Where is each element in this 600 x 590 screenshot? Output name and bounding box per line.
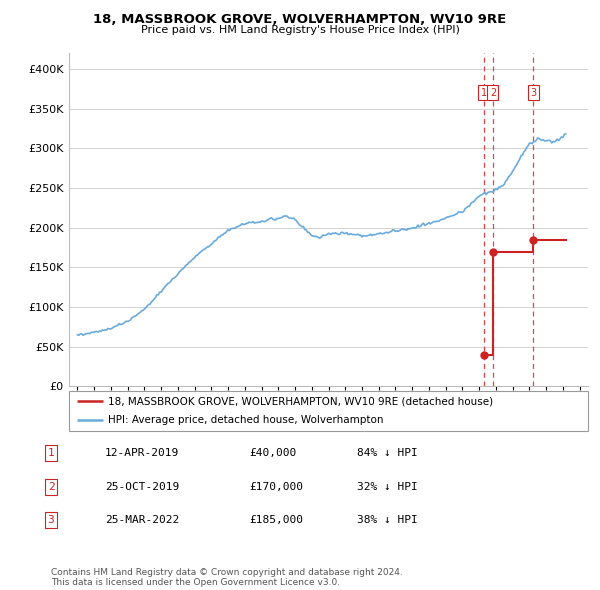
Text: 2: 2 bbox=[47, 482, 55, 491]
Text: 32% ↓ HPI: 32% ↓ HPI bbox=[357, 482, 418, 491]
Text: 1: 1 bbox=[481, 88, 487, 98]
Text: 25-OCT-2019: 25-OCT-2019 bbox=[105, 482, 179, 491]
Text: 3: 3 bbox=[47, 516, 55, 525]
Text: £185,000: £185,000 bbox=[249, 516, 303, 525]
Text: £170,000: £170,000 bbox=[249, 482, 303, 491]
Text: Price paid vs. HM Land Registry's House Price Index (HPI): Price paid vs. HM Land Registry's House … bbox=[140, 25, 460, 35]
Text: 38% ↓ HPI: 38% ↓ HPI bbox=[357, 516, 418, 525]
Text: 2: 2 bbox=[490, 88, 496, 98]
FancyBboxPatch shape bbox=[69, 391, 588, 431]
Text: 1: 1 bbox=[47, 448, 55, 458]
Text: 25-MAR-2022: 25-MAR-2022 bbox=[105, 516, 179, 525]
Text: 3: 3 bbox=[530, 88, 536, 98]
Text: 18, MASSBROOK GROVE, WOLVERHAMPTON, WV10 9RE (detached house): 18, MASSBROOK GROVE, WOLVERHAMPTON, WV10… bbox=[108, 396, 493, 407]
Text: 84% ↓ HPI: 84% ↓ HPI bbox=[357, 448, 418, 458]
Text: Contains HM Land Registry data © Crown copyright and database right 2024.
This d: Contains HM Land Registry data © Crown c… bbox=[51, 568, 403, 587]
Text: HPI: Average price, detached house, Wolverhampton: HPI: Average price, detached house, Wolv… bbox=[108, 415, 383, 425]
Text: 18, MASSBROOK GROVE, WOLVERHAMPTON, WV10 9RE: 18, MASSBROOK GROVE, WOLVERHAMPTON, WV10… bbox=[94, 13, 506, 26]
Text: 12-APR-2019: 12-APR-2019 bbox=[105, 448, 179, 458]
Text: £40,000: £40,000 bbox=[249, 448, 296, 458]
